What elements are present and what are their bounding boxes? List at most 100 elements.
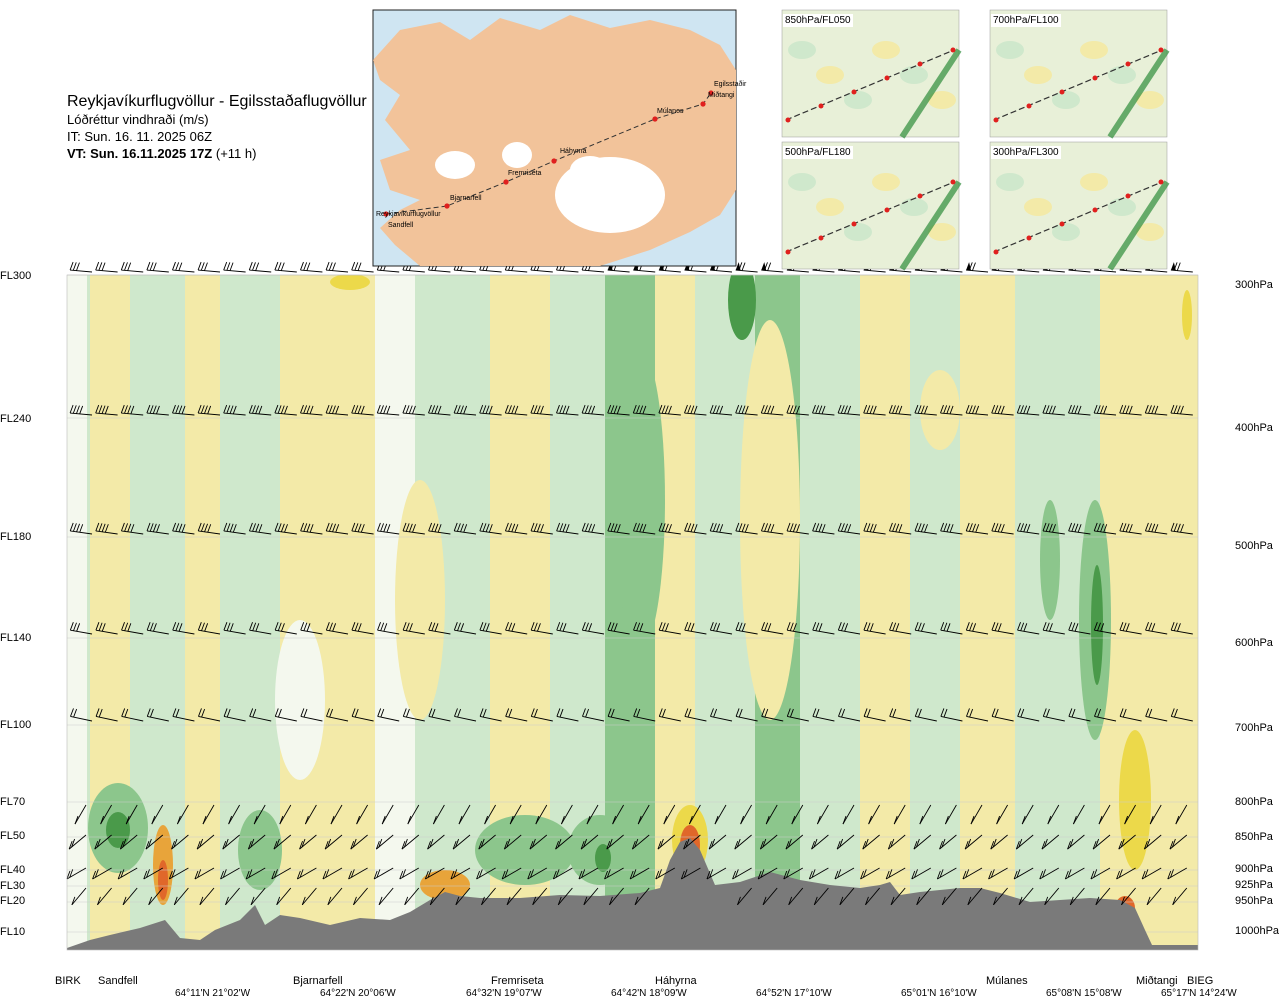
wind-barb	[991, 522, 1014, 535]
wind-barb	[274, 404, 297, 416]
wind-barb	[276, 887, 292, 906]
flight-level-label: FL40	[0, 864, 26, 876]
map-place-label: Sandfell	[388, 222, 414, 229]
pressure-level-label: 900hPa	[1235, 863, 1273, 875]
wind-barb	[223, 261, 246, 273]
wind-barb	[606, 834, 624, 850]
wind-barb	[402, 622, 425, 635]
wind-barb	[735, 262, 758, 273]
map-place-label: Fremriseta	[508, 170, 542, 177]
wind-barb	[1015, 834, 1034, 850]
wind-barb	[680, 867, 701, 880]
wind-barb	[146, 261, 169, 273]
location-label: Sandfell	[98, 975, 138, 987]
wind-barb	[172, 708, 195, 722]
wind-barb	[376, 404, 400, 416]
wind-barb	[1068, 708, 1091, 722]
wind-barb	[95, 522, 118, 535]
wind-barb	[735, 708, 758, 722]
wind-barb	[812, 522, 835, 535]
wind-barb	[893, 804, 906, 825]
glacier	[502, 142, 532, 168]
wind-barb	[325, 522, 349, 535]
route-point	[503, 179, 509, 185]
wind-barb	[146, 622, 169, 635]
wind-barb	[914, 622, 937, 635]
wind-barb	[1068, 522, 1091, 535]
wind-barb	[1093, 404, 1117, 416]
wind-barb	[965, 622, 989, 635]
wind-barb	[1042, 522, 1065, 535]
flight-level-label: FL100	[0, 719, 32, 731]
wind-barb	[913, 834, 932, 850]
coordinate-label: 64°42'N 18°09'W	[611, 988, 687, 999]
wind-barb	[69, 622, 93, 635]
wind-barb	[786, 404, 809, 416]
wind-barb	[300, 522, 323, 535]
flight-level-label: FL30	[0, 880, 26, 892]
coordinate-label: 64°52'N 17°10'W	[756, 988, 832, 999]
pressure-level-label: 925hPa	[1235, 879, 1273, 891]
wind-barb	[688, 804, 701, 825]
wind-barb	[151, 804, 164, 825]
wind-barb	[655, 867, 676, 880]
wind-barb	[1018, 887, 1034, 906]
wind-barb	[1016, 522, 1040, 535]
terrain-fill	[67, 838, 1198, 950]
wind-barb	[453, 522, 477, 535]
wind-barb	[248, 261, 272, 273]
wind-barb	[503, 834, 522, 850]
field-cell	[158, 860, 168, 900]
wind-barb	[274, 708, 297, 722]
wind-barb	[253, 804, 266, 825]
wind-barb	[632, 522, 656, 535]
wind-barb	[95, 622, 118, 635]
flight-level-label: FL50	[0, 830, 26, 842]
wind-barb	[324, 834, 343, 850]
wind-barb	[1093, 522, 1117, 535]
wind-barb	[202, 804, 215, 825]
wind-barb	[377, 708, 400, 722]
wind-barb	[993, 887, 1008, 906]
wind-barb	[1093, 622, 1117, 635]
wind-barb	[248, 522, 272, 535]
wind-barb	[299, 834, 317, 850]
pressure-level-label: 850hPa	[1235, 831, 1273, 843]
pressure-level-label: 300hPa	[1235, 279, 1273, 291]
map-place-label: Háhyrna	[560, 148, 587, 155]
wind-barb	[69, 404, 93, 416]
wind-barb	[455, 887, 471, 906]
wind-barb	[271, 867, 292, 880]
wind-barb	[1095, 887, 1111, 906]
wind-barb	[735, 522, 758, 535]
wind-barb	[612, 804, 624, 825]
wind-barb	[249, 708, 272, 722]
wind-barb	[709, 522, 733, 535]
wind-barb	[911, 867, 932, 880]
wind-barb	[580, 834, 599, 850]
wind-barb	[330, 804, 343, 825]
wind-barb	[92, 867, 112, 880]
wind-barb	[535, 804, 548, 825]
wind-barb	[1167, 867, 1188, 880]
wind-barb	[501, 867, 522, 880]
wind-barb	[529, 834, 548, 850]
wind-barb	[117, 867, 138, 880]
wind-barb	[1069, 887, 1085, 906]
wind-barb	[1064, 867, 1085, 880]
wind-barb	[885, 867, 906, 880]
wind-barb	[402, 404, 425, 416]
wind-barb	[300, 404, 323, 416]
location-label: Fremriseta	[491, 975, 544, 987]
wind-barb	[274, 622, 297, 635]
field-cell	[1091, 565, 1103, 685]
wind-barb	[709, 622, 733, 635]
wind-barb	[120, 261, 144, 273]
wind-barb	[325, 261, 349, 273]
wind-barb	[296, 867, 317, 880]
wind-barb	[965, 404, 989, 416]
wind-barb	[757, 867, 778, 880]
route-point	[383, 211, 389, 217]
wind-barb	[1172, 887, 1188, 906]
wind-barb	[631, 834, 650, 850]
